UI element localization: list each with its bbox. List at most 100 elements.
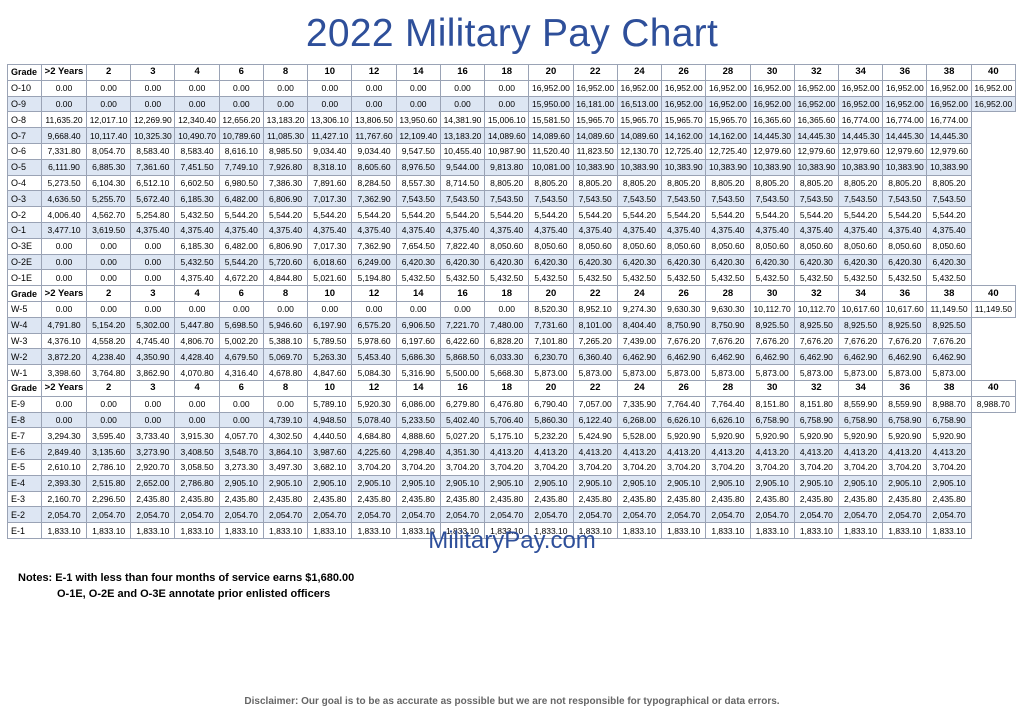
pay-cell: 8,976.50 — [395, 158, 441, 176]
pay-cell: 2,786.10 — [85, 458, 132, 476]
pay-cell: 7,221.70 — [439, 316, 486, 334]
pay-cell: 4,428.40 — [174, 348, 220, 366]
pay-cell: 5,873.00 — [661, 364, 707, 381]
grade-cell: E-7 — [7, 427, 42, 445]
pay-cell: 8,050.60 — [661, 237, 707, 255]
pay-cell: 4,375.40 — [307, 221, 353, 239]
pay-cell: 2,054.70 — [705, 506, 751, 524]
column-header: 20 — [528, 64, 574, 81]
pay-cell: 0.00 — [130, 253, 176, 271]
pay-cell: 5,432.50 — [528, 269, 574, 287]
pay-cell: 8,404.40 — [616, 316, 663, 334]
pay-cell: 5,432.50 — [174, 253, 220, 271]
grade-cell: O-10 — [7, 79, 42, 97]
pay-cell: 6,512.10 — [130, 174, 176, 192]
column-header: 18 — [484, 64, 530, 81]
pay-cell: 8,050.60 — [705, 237, 751, 255]
pay-cell: 8,805.20 — [793, 174, 839, 192]
table-row: E-7 3,294.30 3,595.40 3,733.40 3,915.30 4,057… — [7, 427, 1016, 445]
pay-cell: 3,294.30 — [41, 427, 87, 445]
column-header: 2 — [85, 285, 132, 302]
column-header: 26 — [661, 379, 707, 397]
pay-cell: 6,420.30 — [616, 253, 663, 271]
pay-cell: 3,704.20 — [793, 458, 839, 476]
pay-cell: 10,325.30 — [130, 127, 176, 144]
pay-cell: 5,544.20 — [705, 206, 751, 223]
pay-cell: 6,462.90 — [661, 348, 707, 366]
pay-cell: 14,381.90 — [439, 111, 486, 129]
pay-cell: 8,925.50 — [837, 316, 884, 334]
pay-cell: 1,833.10 — [439, 522, 486, 539]
pay-cell: 3,704.20 — [395, 458, 441, 476]
pay-cell: 16,952.00 — [528, 79, 574, 97]
pay-cell: 6,806.90 — [262, 237, 309, 255]
pay-cell: 7,891.60 — [307, 174, 353, 192]
pay-cell: 8,805.20 — [616, 174, 663, 192]
pay-cell: 4,298.40 — [395, 443, 441, 460]
pay-cell: 3,408.50 — [174, 443, 220, 460]
pay-cell: 8,151.80 — [749, 395, 795, 413]
pay-cell: 5,544.20 — [395, 206, 441, 223]
pay-cell: 1,833.10 — [572, 522, 618, 539]
pay-cell: 3,477.10 — [41, 221, 87, 239]
column-header: >2 Years — [41, 379, 87, 397]
pay-cell: 4,375.40 — [749, 221, 795, 239]
column-header: >2 Years — [41, 285, 87, 302]
pay-cell: 7,543.50 — [882, 190, 928, 208]
pay-table: Grade >2 Years 2 3 4 6 8 10 12 14 16 18 20 22 24 26 28 30… — [7, 64, 1017, 539]
column-header: 4 — [174, 379, 220, 397]
pay-cell: 8,925.50 — [749, 316, 795, 334]
pay-cell: 16,952.00 — [882, 79, 928, 97]
pay-cell: 8,050.60 — [484, 237, 530, 255]
grade-cell: O-6 — [7, 142, 42, 160]
pay-cell: 0.00 — [307, 79, 353, 97]
pay-cell: 2,435.80 — [130, 490, 176, 508]
pay-cell: 10,383.90 — [793, 158, 839, 176]
pay-cell: 3,915.30 — [174, 427, 220, 445]
pay-cell: 16,774.00 — [837, 111, 884, 129]
pay-cell: 4,375.40 — [926, 221, 972, 239]
pay-cell: 2,054.70 — [616, 506, 663, 524]
pay-cell: 6,360.40 — [572, 348, 618, 366]
pay-cell: 2,054.70 — [307, 506, 353, 524]
pay-cell: 4,006.40 — [41, 206, 87, 223]
pay-cell: 2,054.70 — [572, 506, 618, 524]
pay-cell: 14,162.00 — [661, 127, 707, 144]
pay-cell: 8,054.70 — [85, 142, 132, 160]
pay-cell: 2,054.70 — [926, 506, 972, 524]
pay-cell: 0.00 — [218, 395, 264, 413]
pay-cell: 15,581.50 — [528, 111, 574, 129]
pay-cell: 7,017.30 — [307, 190, 353, 208]
pay-cell: 8,952.10 — [572, 300, 618, 318]
column-header: 22 — [572, 64, 618, 81]
pay-cell: 7,331.80 — [41, 142, 87, 160]
pay-cell: 2,435.80 — [218, 490, 264, 508]
pay-cell: 0.00 — [130, 411, 176, 429]
column-header: 6 — [218, 285, 264, 302]
pay-cell: 4,413.20 — [616, 443, 663, 460]
grade-cell: W-3 — [7, 332, 42, 350]
pay-cell: 3,987.60 — [307, 443, 353, 460]
table-row: E-5 2,610.10 2,786.10 2,920.70 3,058.50 3,273… — [7, 458, 1016, 476]
pay-cell: 5,978.60 — [351, 332, 397, 350]
grade-cell: O-7 — [7, 127, 42, 144]
pay-cell: 5,432.50 — [926, 269, 972, 287]
pay-cell: 7,676.20 — [837, 332, 884, 350]
pay-cell: 5,175.10 — [484, 427, 530, 445]
pay-cell: 15,965.70 — [616, 111, 663, 129]
pay-cell: 16,952.00 — [837, 95, 884, 113]
pay-cell: 2,054.70 — [661, 506, 707, 524]
table-row: W-4 4,791.80 5,154.20 5,302.00 5,447.80 5,698… — [7, 316, 1016, 334]
pay-cell: 3,135.60 — [85, 443, 132, 460]
pay-cell: 6,462.90 — [749, 348, 795, 366]
grade-cell: O-5 — [7, 158, 42, 176]
pay-cell: 12,979.60 — [926, 142, 972, 160]
pay-cell: 6,420.30 — [882, 253, 928, 271]
pay-cell: 5,027.20 — [439, 427, 486, 445]
pay-cell: 2,435.80 — [572, 490, 618, 508]
pay-cell: 4,413.20 — [528, 443, 574, 460]
pay-cell: 10,081.00 — [528, 158, 574, 176]
pay-cell: 6,420.30 — [395, 253, 441, 271]
pay-cell: 7,654.50 — [395, 237, 441, 255]
pay-cell: 4,375.40 — [882, 221, 928, 239]
